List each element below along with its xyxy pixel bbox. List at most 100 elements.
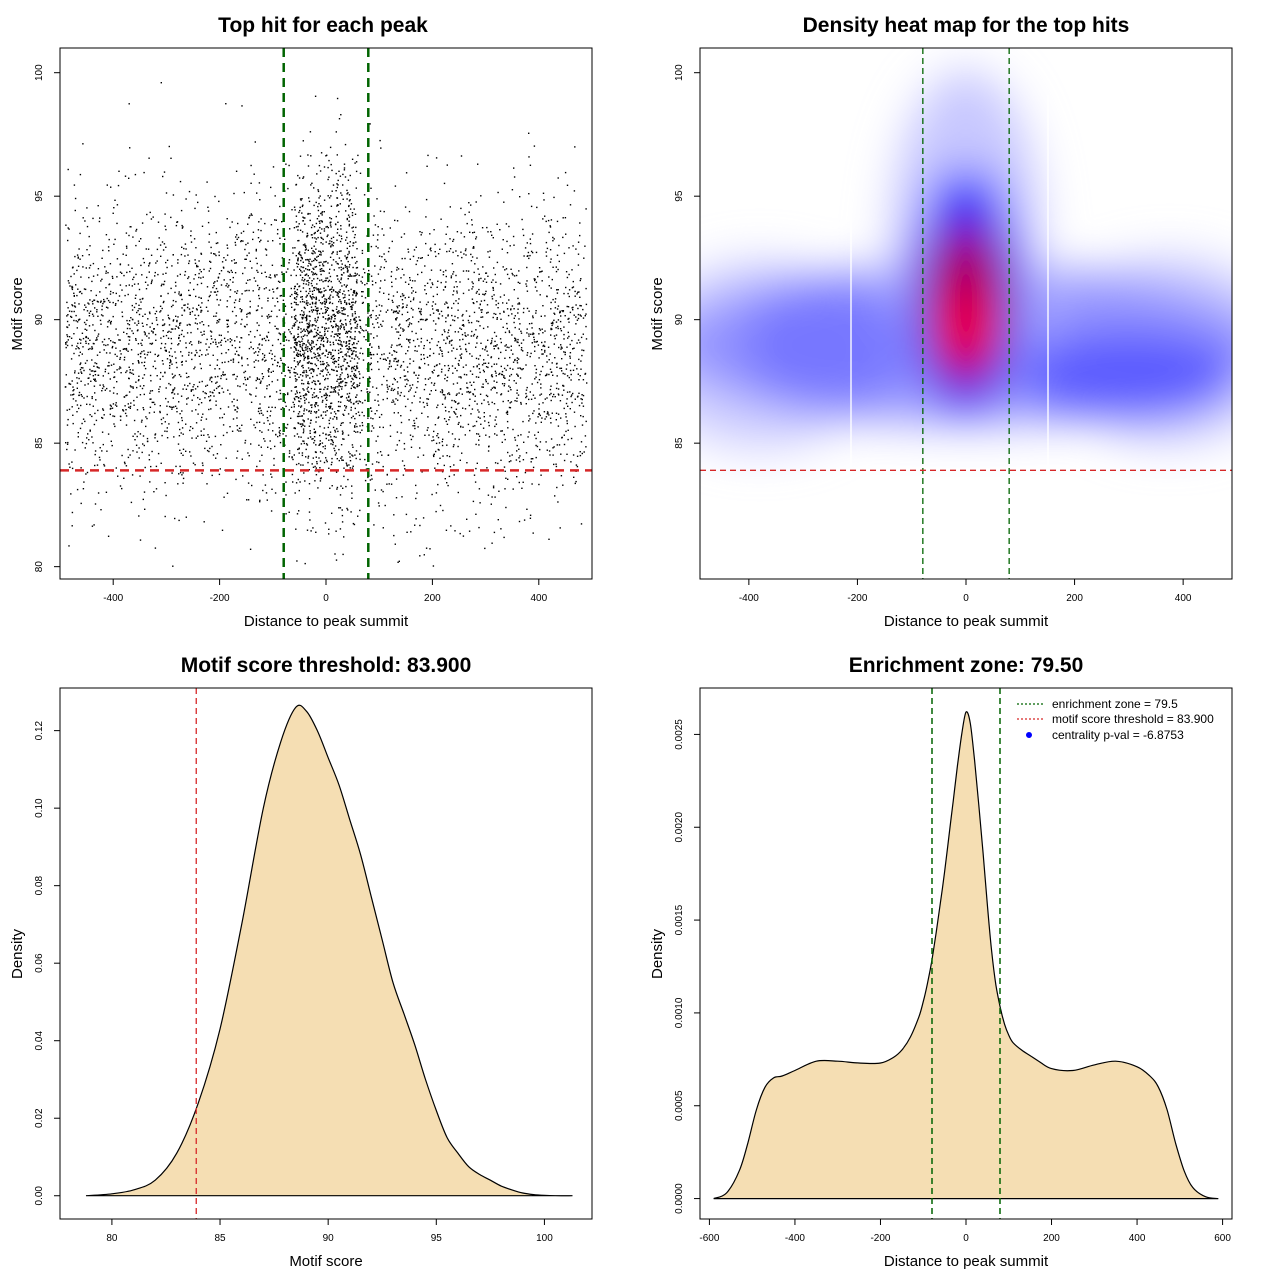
scatter-point: [328, 467, 330, 469]
scatter-point: [483, 294, 486, 296]
scatter-point: [308, 315, 310, 317]
scatter-point: [293, 368, 296, 370]
scatter-point: [313, 352, 315, 354]
scatter-point: [554, 337, 556, 340]
scatter-point: [389, 359, 391, 362]
scatter-point: [459, 345, 461, 348]
scatter-point: [493, 386, 495, 388]
scatter-point: [461, 353, 463, 355]
scatter-point: [268, 289, 271, 291]
scatter-point: [479, 502, 481, 504]
scatter-point: [334, 315, 337, 317]
scatter-point: [340, 365, 342, 368]
scatter-point: [301, 338, 304, 340]
scatter-point: [346, 236, 348, 239]
scatter-point: [336, 197, 338, 199]
scatter-point: [76, 382, 79, 384]
scatter-point: [236, 429, 239, 431]
scatter-point: [395, 310, 397, 312]
scatter-point: [186, 376, 188, 379]
scatter-point: [492, 316, 494, 319]
scatter-point: [192, 386, 194, 388]
scatter-point: [74, 306, 77, 308]
scatter-point: [342, 313, 344, 315]
scatter-point: [70, 316, 73, 318]
scatter-point: [266, 336, 268, 338]
scatter-point: [315, 531, 317, 533]
scatter-point: [268, 316, 271, 318]
scatter-point: [550, 308, 552, 310]
scatter-point: [480, 300, 483, 302]
scatter-point: [314, 95, 317, 97]
scatter-point: [179, 449, 181, 451]
scatter-point: [378, 416, 381, 418]
scatter-point: [218, 368, 221, 370]
scatter-point: [421, 231, 423, 234]
scatter-point: [519, 282, 521, 284]
scatter-point: [83, 309, 85, 311]
scatter-point: [176, 411, 178, 413]
scatter-point: [93, 299, 96, 301]
scatter-point: [296, 296, 298, 298]
scatter-point: [299, 274, 302, 276]
scatter-point: [579, 234, 581, 237]
scatter-point: [340, 319, 342, 322]
scatter-point: [170, 305, 173, 308]
scatter-point: [584, 372, 587, 375]
scatter-point: [429, 341, 431, 344]
scatter-point: [518, 520, 521, 523]
scatter-point: [330, 237, 333, 240]
scatter-point: [337, 278, 339, 280]
scatter-point: [454, 401, 457, 403]
scatter-point: [355, 355, 357, 357]
scatter-point: [465, 364, 467, 366]
scatter-point: [259, 403, 261, 405]
scatter-point: [457, 255, 459, 257]
scatter-point: [307, 390, 309, 392]
scatter-point: [340, 424, 342, 426]
scatter-point: [490, 281, 493, 283]
scatter-point: [115, 467, 117, 469]
scatter-point: [478, 439, 480, 441]
scatter-point: [163, 280, 166, 283]
scatter-point: [101, 450, 103, 452]
scatter-point: [94, 503, 97, 505]
scatter-point: [215, 382, 217, 384]
scatter-point: [297, 335, 300, 338]
scatter-point: [349, 174, 351, 177]
scatter-point: [361, 422, 363, 424]
scatter-point: [505, 268, 508, 270]
scatter-point: [200, 331, 202, 333]
scatter-point: [517, 341, 519, 344]
scatter-point: [79, 351, 81, 353]
scatter-point: [66, 344, 69, 347]
scatter-point: [471, 281, 473, 283]
scatter-point: [384, 504, 386, 507]
scatter-point: [456, 231, 459, 233]
scatter-point: [91, 359, 93, 361]
scatter-point: [110, 364, 113, 366]
scatter-point: [269, 415, 271, 417]
scatter-point: [239, 308, 241, 310]
scatter-point: [382, 490, 384, 493]
scatter-point: [183, 310, 186, 312]
scatter-point: [492, 287, 494, 289]
scatter-point: [417, 257, 420, 259]
scatter-point: [331, 355, 334, 358]
scatter-point: [190, 389, 193, 391]
scatter-point: [310, 530, 312, 532]
scatter-point: [414, 425, 416, 427]
scatter-point: [77, 432, 79, 434]
scatter-point: [74, 370, 76, 372]
scatter-point: [491, 234, 493, 236]
scatter-point: [509, 402, 511, 404]
scatter-point: [560, 453, 562, 455]
scatter-point: [455, 413, 457, 415]
scatter-point: [86, 249, 88, 251]
scatter-point: [298, 462, 300, 465]
scatter-point: [342, 324, 344, 326]
scatter-point: [476, 365, 478, 367]
scatter-point: [211, 391, 213, 394]
scatter-point: [137, 310, 139, 312]
scatter-point: [136, 435, 138, 438]
